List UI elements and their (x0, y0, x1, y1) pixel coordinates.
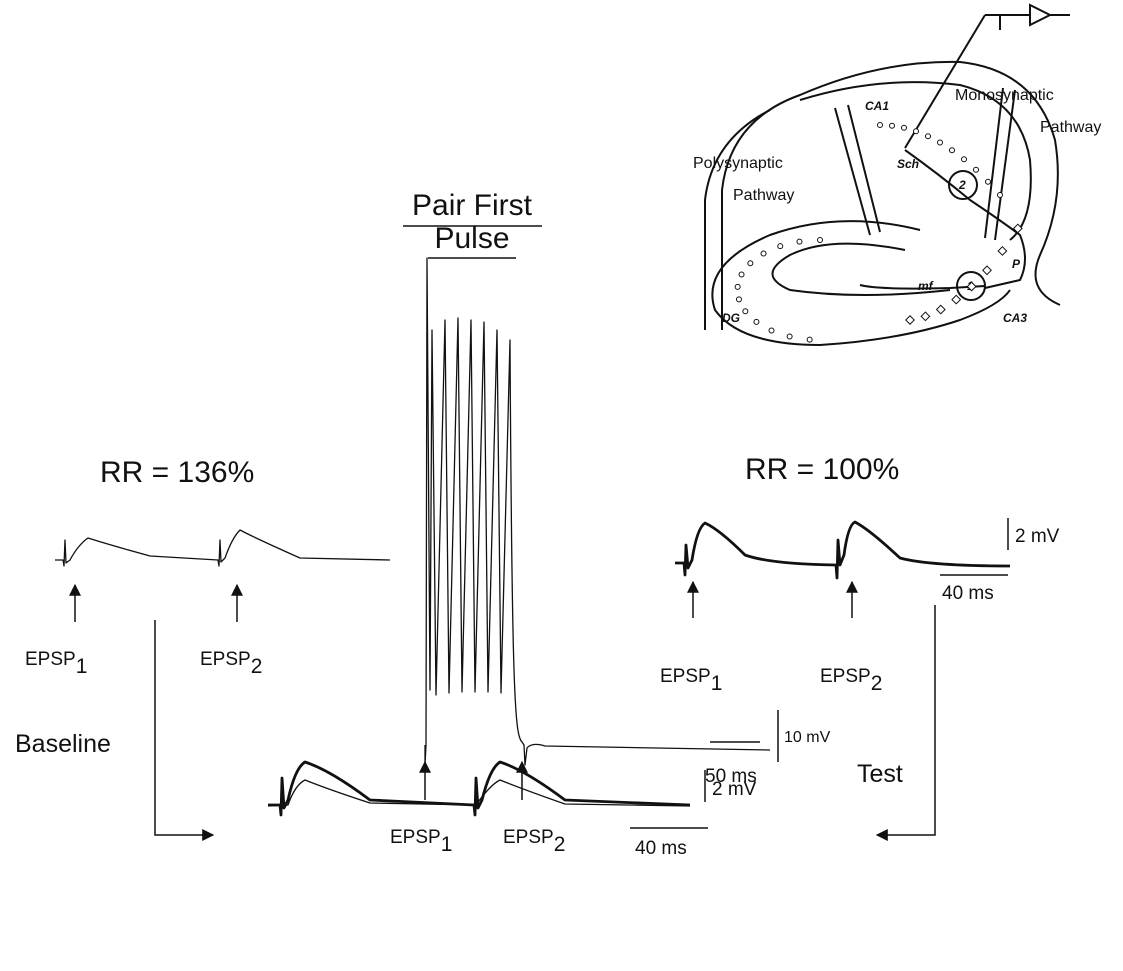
label-part: 2 (251, 655, 263, 678)
fiber-label: Sch (897, 157, 919, 171)
region-label: DG (722, 311, 740, 325)
cell-dot (938, 140, 943, 145)
cell-dot (950, 148, 955, 153)
cell-dot (986, 179, 991, 184)
stim-electrode (835, 105, 880, 235)
cell-dot (998, 193, 1003, 198)
flow-arrow (877, 605, 935, 835)
cell-dot (754, 319, 759, 324)
cell-dot (937, 305, 945, 313)
label-part: EPSP (820, 666, 871, 687)
cell-dot (974, 167, 979, 172)
cell-dot (736, 297, 741, 302)
figure: Pair First Pulse RR = 136% EPSP1 EPSP2 5… (0, 0, 1123, 971)
flow-label: Baseline (15, 730, 111, 758)
title-line: Pair First (412, 189, 533, 222)
cell-dot (962, 157, 967, 162)
scale-label: 10 mV (784, 729, 831, 746)
label-part: EPSP (25, 649, 76, 670)
hippocampus-schematic: Monosynaptic Pathway Polysynaptic Pathwa… (693, 5, 1101, 345)
stim-electrode (985, 88, 1015, 240)
pathway-label: Pathway (1040, 119, 1101, 136)
cell-dot (952, 295, 960, 303)
scale-label: 40 ms (635, 838, 687, 859)
dentate (712, 221, 1010, 345)
ratio-label: RR = 136% (100, 456, 254, 489)
pathway-label: Polysynaptic (693, 155, 783, 172)
title: Pair First Pulse (403, 189, 542, 258)
test-panel: RR = 100% 2 mV 40 ms EPSP1 EPSP2 (660, 453, 1060, 695)
ratio-label: RR = 100% (745, 453, 899, 486)
pathway-label: Monosynaptic (955, 87, 1054, 104)
cell-dot (818, 238, 823, 243)
fiber-label: mf (918, 279, 934, 293)
label-part: 1 (76, 655, 88, 678)
epsp-label: EPSP2 (820, 666, 882, 695)
epsp-label: EPSP1 (390, 827, 452, 856)
label-part: 2 (871, 672, 883, 695)
cell-dot (902, 125, 907, 130)
label-part: 2 (554, 833, 566, 856)
region-label: CA3 (1003, 311, 1027, 325)
title-line: Pulse (434, 222, 509, 255)
cell-dot (735, 284, 740, 289)
pathway-label: Pathway (733, 187, 794, 204)
cell-dot (739, 272, 744, 277)
label-part: EPSP (660, 666, 711, 687)
region-label: CA1 (865, 99, 889, 113)
cell-dot (921, 312, 929, 320)
cell-dot (748, 261, 753, 266)
cell-dot (778, 244, 783, 249)
flow-label: Test (857, 760, 903, 788)
cell-dot (761, 251, 766, 256)
label-part: EPSP (503, 827, 554, 848)
cell-dot (906, 316, 914, 324)
trace (55, 530, 390, 566)
cell-dot (998, 247, 1006, 255)
label-part: EPSP (200, 649, 251, 670)
label-part: EPSP (390, 827, 441, 848)
cell-dot (807, 337, 812, 342)
epsp-label: EPSP2 (200, 649, 262, 678)
cell-dot (914, 129, 919, 134)
cell-label: P (1012, 257, 1021, 271)
epsp-label: EPSP1 (660, 666, 722, 695)
cell-dot (743, 309, 748, 314)
label-part: 1 (711, 672, 723, 695)
epsp-label: EPSP2 (503, 827, 565, 856)
scale-label: 40 ms (942, 583, 994, 604)
scale-label: 2 mV (712, 779, 757, 800)
cell-dot (983, 266, 991, 274)
baseline-panel: RR = 136% EPSP1 EPSP2 (25, 456, 390, 678)
label-part: 1 (441, 833, 453, 856)
cell-dot (926, 134, 931, 139)
cell-dot (878, 123, 883, 128)
pairing-panel: 50 ms 10 mV EPSP1 EPSP2 (390, 258, 831, 856)
trace (675, 522, 1010, 578)
cell-dot (890, 123, 895, 128)
cell-dot (787, 334, 792, 339)
epsp-label: EPSP1 (25, 649, 87, 678)
cell-dot (797, 239, 802, 244)
amplifier (1000, 5, 1070, 25)
scale-label: 2 mV (1015, 526, 1060, 547)
site-label: 2 (958, 178, 966, 192)
trace (268, 762, 690, 815)
cell-dot (769, 328, 774, 333)
